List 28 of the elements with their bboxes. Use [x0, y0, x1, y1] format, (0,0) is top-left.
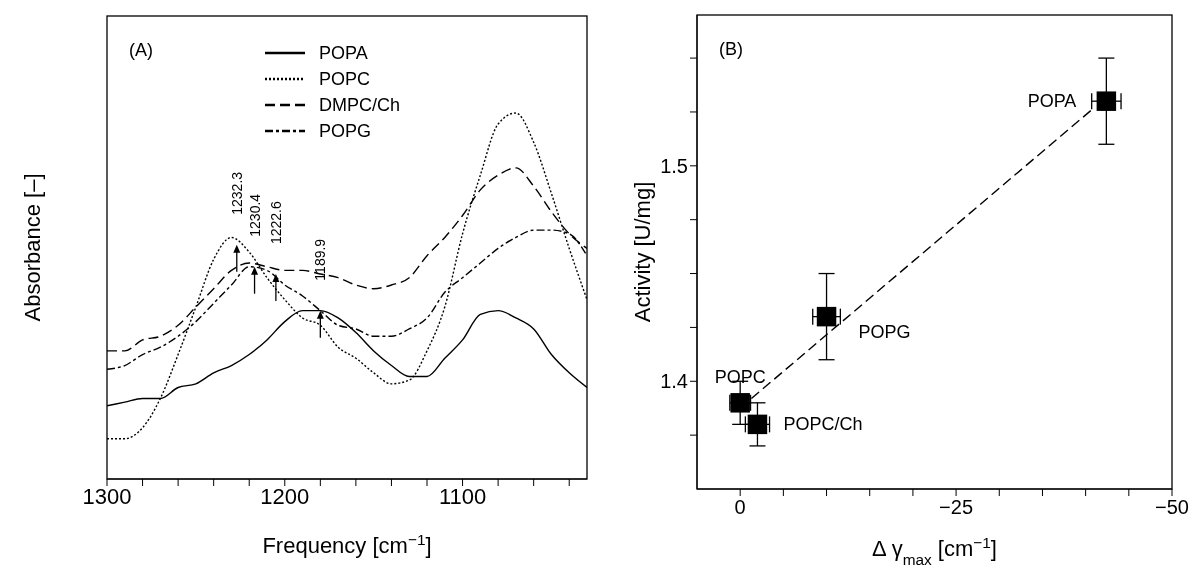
x-tick-label: 1100: [438, 483, 487, 509]
annotation: 1230.4: [246, 193, 263, 237]
x-tick-label: −25: [939, 496, 974, 518]
text: (A): [129, 40, 153, 60]
annotation: 1232.3: [228, 171, 245, 215]
annotation: 1189.9: [312, 238, 329, 281]
annotation: POPC/Ch: [783, 414, 863, 435]
annotation: POPC: [714, 366, 766, 387]
legend-label: POPC: [319, 68, 371, 90]
point: [1096, 91, 1117, 111]
x-axis-title: Δ γ$_{max}$ [cm$^{−1}$]: [872, 533, 997, 568]
x-tick-label: 1200: [260, 483, 310, 509]
x-axis-title: Frequency [cm$^{−1}$]: [262, 530, 432, 558]
x-tick-label: 1300: [82, 483, 132, 509]
legend-label: DMPC/Ch: [319, 94, 401, 116]
y-tick-label: 1.4: [660, 370, 688, 393]
y-axis-title: Absorbance [–]: [20, 173, 45, 322]
x-tick-label: −50: [1155, 496, 1189, 518]
y-tick-label: 1.5: [660, 154, 688, 177]
legend-label: POPA: [319, 42, 368, 64]
legend-label: POPG: [319, 120, 372, 142]
annotation: POPA: [1027, 91, 1077, 112]
point: [816, 306, 837, 327]
y-axis-title: Activity [U/mg]: [630, 181, 655, 323]
x-tick-label: 0: [734, 496, 746, 518]
annotation: 1222.6: [267, 201, 284, 245]
annotation: POPG: [858, 321, 911, 342]
annotation: (B): [719, 39, 743, 59]
